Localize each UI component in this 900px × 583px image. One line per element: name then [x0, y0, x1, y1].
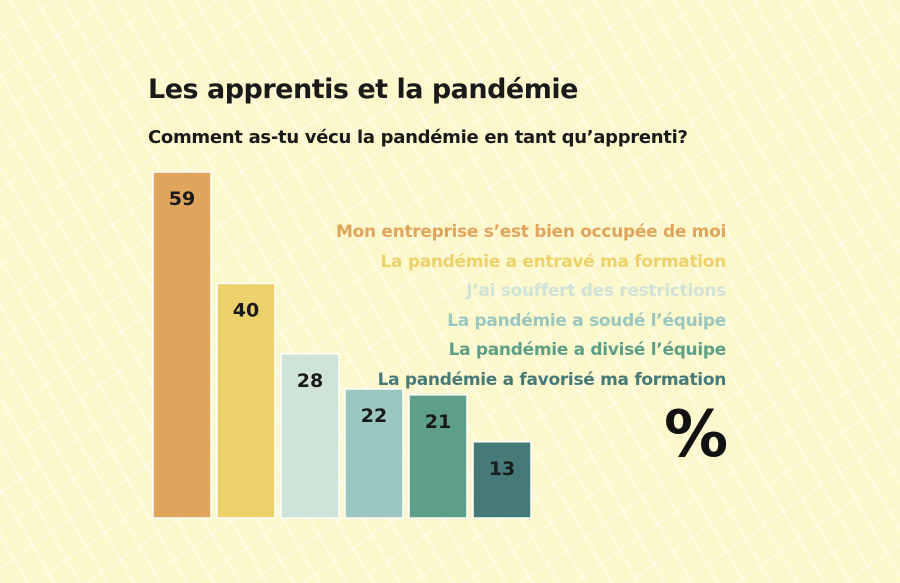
chart-title: Les apprentis et la pandémie: [148, 74, 578, 105]
legend-item-0: Mon entreprise s’est bien occupée de moi: [336, 222, 726, 242]
legend-item-1: La pandémie a entravé ma formation: [380, 251, 727, 272]
bar-5: [472, 441, 532, 519]
legend-item-2: J’ai souffert des restrictions: [466, 281, 726, 301]
bar-2: [280, 353, 340, 519]
chart-subtitle: Comment as-tu vécu la pandémie en tant q…: [148, 127, 688, 148]
bar-value-label-3: 22: [361, 405, 387, 427]
bar-value-label-2: 28: [297, 370, 323, 392]
legend: Mon entreprise s’est bien occupée de moi…: [336, 218, 726, 395]
legend-item-3: La pandémie a soudé l’équipe: [447, 310, 726, 331]
bar-value-label-5: 13: [489, 458, 515, 480]
bar-0: [152, 171, 212, 519]
percent-unit-label: %: [664, 398, 729, 472]
bar-value-label-4: 21: [425, 411, 451, 433]
bar-1: [216, 282, 276, 519]
legend-item-4: La pandémie a divisé l’équipe: [448, 340, 727, 360]
bar-value-label-1: 40: [233, 299, 259, 321]
legend-item-5: La pandémie a favorisé ma formation: [377, 369, 727, 390]
bar-4: [408, 394, 468, 519]
bar-3: [344, 388, 404, 519]
bar-value-label-0: 59: [169, 188, 195, 210]
